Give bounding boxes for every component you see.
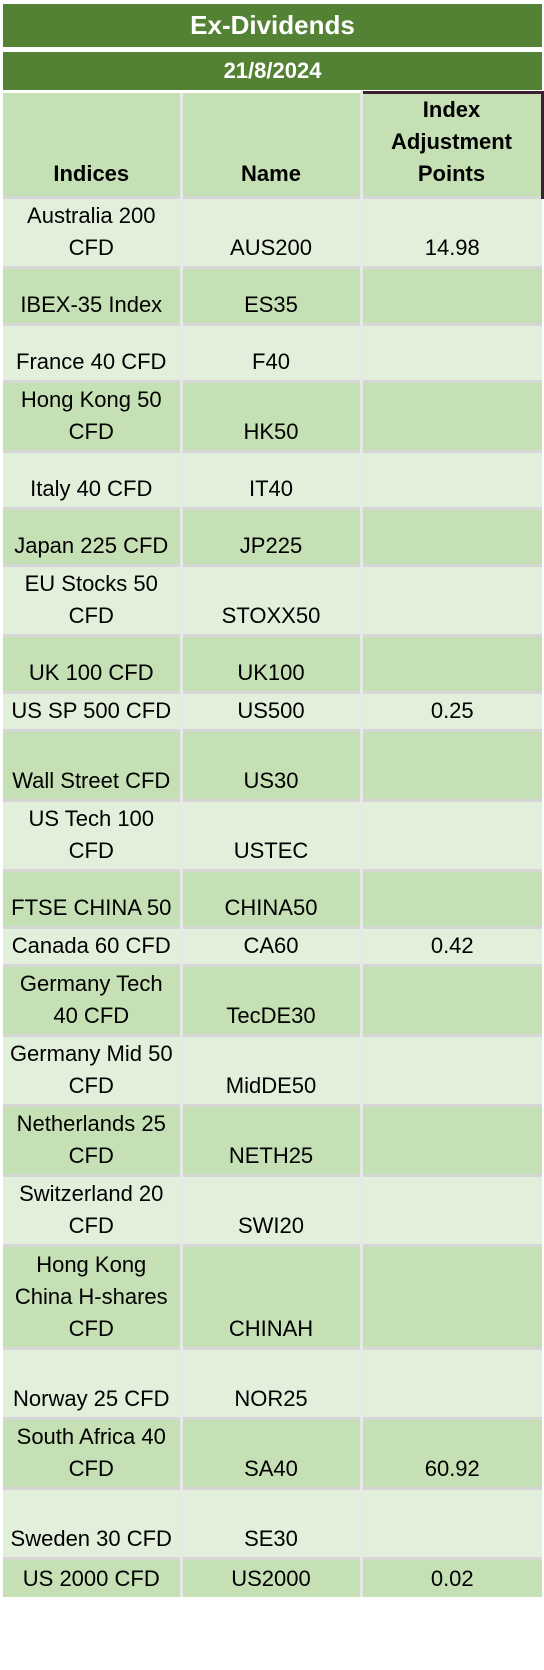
table-row: Germany Tech 40 CFD TecDE30 <box>3 964 542 1036</box>
table-row: Germany Mid 50 CFD MidDE50 <box>3 1034 542 1106</box>
cell-points <box>361 869 542 928</box>
cell-points <box>361 1034 542 1106</box>
cell-points <box>361 1487 542 1559</box>
cell-index: Netherlands 25 CFD <box>3 1104 183 1176</box>
cell-index: South Africa 40 CFD <box>3 1417 183 1489</box>
cell-index: France 40 CFD <box>3 323 183 382</box>
cell-index: Hong Kong China H-shares CFD <box>3 1244 183 1349</box>
cell-index: Sweden 30 CFD <box>3 1487 183 1559</box>
cell-points <box>361 1347 542 1419</box>
cell-points <box>361 964 542 1036</box>
cell-name: STOXX50 <box>181 564 363 636</box>
cell-index: US SP 500 CFD <box>3 691 183 731</box>
cell-points <box>361 507 542 566</box>
cell-points: 14.98 <box>361 196 542 268</box>
cell-points <box>361 266 542 325</box>
cell-points <box>361 380 542 452</box>
header-indices: Indices <box>3 92 183 198</box>
cell-index: US 2000 CFD <box>3 1557 183 1597</box>
cell-name: IT40 <box>181 450 363 509</box>
cell-points <box>361 1174 542 1246</box>
cell-points <box>361 450 542 509</box>
cell-name: JP225 <box>181 507 363 566</box>
table-row: EU Stocks 50 CFD STOXX50 <box>3 564 542 636</box>
cell-points <box>361 564 542 636</box>
cell-index: FTSE CHINA 50 <box>3 869 183 928</box>
table-row: Sweden 30 CFD SE30 <box>3 1487 542 1559</box>
cell-points <box>361 1104 542 1176</box>
cell-name: TecDE30 <box>181 964 363 1036</box>
cell-name: US500 <box>181 691 363 731</box>
cell-index: Germany Tech 40 CFD <box>3 964 183 1036</box>
cell-name: CA60 <box>181 926 363 966</box>
cell-name: F40 <box>181 323 363 382</box>
cell-points: 0.25 <box>361 691 542 731</box>
table-row: Hong Kong 50 CFD HK50 <box>3 380 542 452</box>
cell-index: Switzerland 20 CFD <box>3 1174 183 1246</box>
table-row: France 40 CFD F40 <box>3 323 542 382</box>
cell-points <box>361 634 542 693</box>
table-row: IBEX-35 Index ES35 <box>3 266 542 325</box>
table-row: US SP 500 CFD US500 0.25 <box>3 691 542 731</box>
table-row: Switzerland 20 CFD SWI20 <box>3 1174 542 1246</box>
cell-name: NOR25 <box>181 1347 363 1419</box>
table-row: Japan 225 CFD JP225 <box>3 507 542 566</box>
table-row: Italy 40 CFD IT40 <box>3 450 542 509</box>
sheet-date: 21/8/2024 <box>3 52 542 93</box>
cell-name: NETH25 <box>181 1104 363 1176</box>
cell-name: ES35 <box>181 266 363 325</box>
cell-points <box>361 729 542 801</box>
cell-index: UK 100 CFD <box>3 634 183 693</box>
cell-points: 0.42 <box>361 926 542 966</box>
table-row: South Africa 40 CFD SA40 60.92 <box>3 1417 542 1489</box>
cell-points: 60.92 <box>361 1417 542 1489</box>
cell-name: CHINA50 <box>181 869 363 928</box>
table-row: FTSE CHINA 50 CHINA50 <box>3 869 542 928</box>
cell-name: SE30 <box>181 1487 363 1559</box>
cell-name: CHINAH <box>181 1244 363 1349</box>
cell-name: USTEC <box>181 799 363 871</box>
table-row: Hong Kong China H-shares CFD CHINAH <box>3 1244 542 1349</box>
cell-index: IBEX-35 Index <box>3 266 183 325</box>
cell-points <box>361 323 542 382</box>
cell-points: 0.02 <box>361 1557 542 1597</box>
cell-index: Norway 25 CFD <box>3 1347 183 1419</box>
dividends-table: Indices Name Index Adjustment Points Aus… <box>3 91 544 1597</box>
cell-index: Canada 60 CFD <box>3 926 183 966</box>
cell-index: Japan 225 CFD <box>3 507 183 566</box>
cell-index: Italy 40 CFD <box>3 450 183 509</box>
header-row: Indices Name Index Adjustment Points <box>3 91 544 198</box>
header-adjustment-points: Index Adjustment Points <box>359 91 544 198</box>
cell-index: US Tech 100 CFD <box>3 799 183 871</box>
cell-name: US30 <box>181 729 363 801</box>
table-row: Norway 25 CFD NOR25 <box>3 1347 542 1419</box>
sheet-title: Ex-Dividends <box>3 4 542 50</box>
table-row: Netherlands 25 CFD NETH25 <box>3 1104 542 1176</box>
table-row: Australia 200 CFD AUS200 14.98 <box>3 196 542 268</box>
cell-name: US2000 <box>181 1557 363 1597</box>
cell-points <box>361 1244 542 1349</box>
cell-points <box>361 799 542 871</box>
cell-name: AUS200 <box>181 196 363 268</box>
cell-name: HK50 <box>181 380 363 452</box>
table-row: US 2000 CFD US2000 0.02 <box>3 1557 542 1597</box>
cell-index: Germany Mid 50 CFD <box>3 1034 183 1106</box>
table-row: US Tech 100 CFD USTEC <box>3 799 542 871</box>
table-row: Wall Street CFD US30 <box>3 729 542 801</box>
cell-index: Australia 200 CFD <box>3 196 183 268</box>
cell-index: Hong Kong 50 CFD <box>3 380 183 452</box>
header-name: Name <box>181 92 363 198</box>
table-row: Canada 60 CFD CA60 0.42 <box>3 926 542 966</box>
cell-index: EU Stocks 50 CFD <box>3 564 183 636</box>
cell-index: Wall Street CFD <box>3 729 183 801</box>
cell-name: SA40 <box>181 1417 363 1489</box>
table-row: UK 100 CFD UK100 <box>3 634 542 693</box>
cell-name: MidDE50 <box>181 1034 363 1106</box>
cell-name: UK100 <box>181 634 363 693</box>
cell-name: SWI20 <box>181 1174 363 1246</box>
